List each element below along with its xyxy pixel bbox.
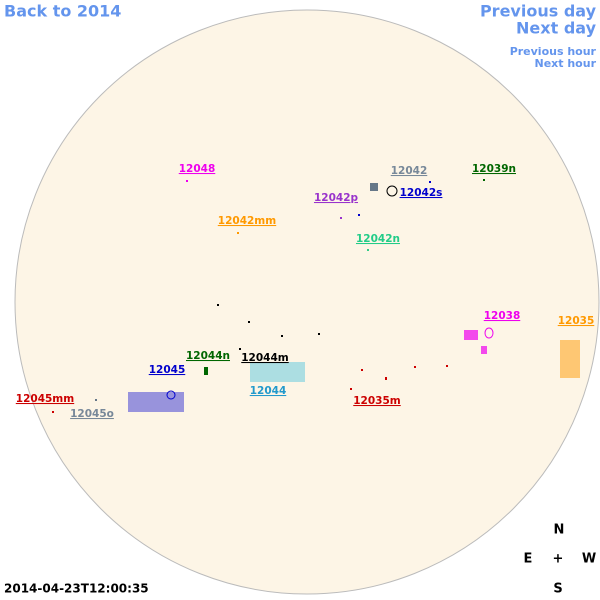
region-label[interactable]: 12044 [250,385,287,397]
region-label[interactable]: 12035 [558,315,595,327]
previous-hour-link[interactable]: Previous hour [510,45,597,58]
timestamp: 2014-04-23T12:00:35 [4,582,149,596]
region-label[interactable]: 12042n [356,233,400,245]
solar-disk [14,9,600,595]
back-link[interactable]: Back to 2014 [4,2,121,21]
compass-north: N [554,523,565,538]
compass-south: S [553,582,562,597]
region-label[interactable]: 12044n [186,350,230,362]
compass-west: W [582,552,596,567]
region-label[interactable]: 12038 [484,310,521,322]
region-label[interactable]: 12044m [241,352,289,364]
region-label[interactable]: 12042s [400,187,443,199]
next-hour-link[interactable]: Next hour [535,57,597,70]
region-label[interactable]: 12035m [353,395,401,407]
sunspot-markers [52,179,580,413]
region-label[interactable]: 12042mm [218,215,276,227]
compass-center: + [553,552,564,567]
region-label[interactable]: 12042p [314,192,359,204]
region-label[interactable]: 12048 [179,163,216,175]
previous-day-link[interactable]: Previous day [480,2,597,21]
region-label[interactable]: 12039n [472,163,516,175]
next-day-link[interactable]: Next day [516,19,597,38]
region-label[interactable]: 12045 [149,364,186,376]
compass-east: E [524,552,533,567]
region-label[interactable]: 12042 [391,165,428,177]
region-label[interactable]: 12045o [70,408,114,420]
region-label[interactable]: 12045mm [16,393,74,405]
